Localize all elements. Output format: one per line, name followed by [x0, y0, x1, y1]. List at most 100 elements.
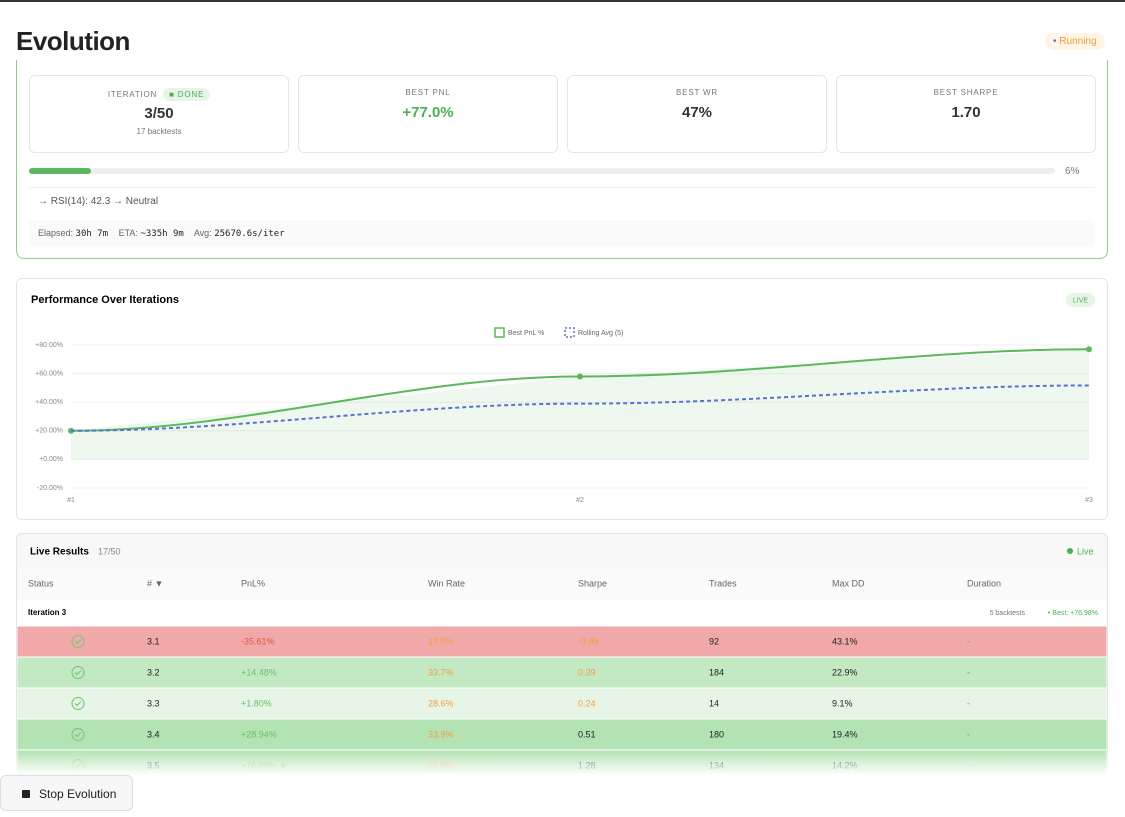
cell-win-rate: 28.6% [428, 698, 454, 708]
result-row [17, 625, 1107, 658]
cell-pnl: +1.80% [241, 698, 272, 708]
status-icon [71, 665, 85, 680]
cell-trades: 14 [709, 698, 719, 708]
live-label: Live [1077, 546, 1094, 556]
cell-win-rate: 33.9% [428, 729, 454, 739]
y-tick-label: +60.00% [35, 370, 63, 377]
cell-trades: 184 [709, 667, 724, 677]
stop-button[interactable]: Stop Evolution [0, 775, 133, 811]
status-icon [71, 696, 85, 711]
column-header: # ▼ [147, 578, 163, 588]
cell-id: 3.4 [147, 729, 160, 739]
cell-sharpe: 0.39 [578, 667, 596, 677]
y-tick-label: -20.00% [37, 485, 63, 492]
avg-label: Avg: [193, 228, 212, 238]
cell-win-rate: 33.7% [428, 667, 454, 677]
column-header: Sharpe [578, 578, 607, 588]
column-header: Duration [967, 578, 1001, 588]
progress-label: 6% [1065, 166, 1080, 177]
table-title: Live Results [30, 547, 89, 558]
stop-button-label: Stop Evolution [39, 787, 117, 801]
legend-swatch [564, 327, 575, 338]
cell-max-dd: 19.4% [832, 729, 858, 739]
cell-id: 3.1 [147, 636, 160, 646]
stat-value: 47% [681, 104, 713, 121]
stat-sub: 17 backtests [136, 127, 182, 136]
stat-label: ITERATION ■ DONE [30, 88, 288, 101]
column-header: Trades [709, 578, 737, 588]
results-table: Live Results 17/50 Live Status # ▼ PnL% Win Ra… [17, 546, 1107, 774]
cell-win-rate: 19.0% [428, 636, 454, 646]
stat-label-text: ITERATION [107, 90, 158, 99]
live-dot [1067, 548, 1073, 554]
result-row [17, 656, 1107, 689]
log-line: → RSI(14): 42.3 → Neutral [29, 187, 1095, 215]
cell-trades: 180 [709, 729, 724, 739]
cell-duration: - [967, 698, 970, 708]
stat-card: ITERATION ■ DONE 3/50 17 backtests [29, 75, 289, 153]
status-check [74, 701, 82, 707]
results-panel: Live Results 17/50 Live Status # ▼ PnL% Win Ra… [16, 533, 1108, 775]
stat-label: BEST PNL [405, 88, 451, 97]
x-tick-label: #3 [1085, 497, 1093, 504]
live-badge [1066, 293, 1095, 307]
cell-max-dd: 43.1% [832, 636, 858, 646]
cell-pnl: +14.48% [241, 667, 277, 677]
y-tick-label: +20.00% [35, 428, 63, 435]
series-line [70, 384, 1090, 432]
group-backtests: 5 backtests [990, 610, 1026, 617]
status-check [74, 670, 82, 676]
stat-card: BEST PNL +77.0% [298, 75, 558, 153]
done-badge: ■ DONE [163, 88, 211, 101]
result-row [17, 718, 1107, 751]
group-label: Iteration 3 [28, 608, 67, 617]
stat-value: 1.70 [951, 104, 981, 121]
status-text: Running [1059, 36, 1097, 47]
timing-row: Elapsed: 30h 7m ETA: ~335h 9m Avg: 25670… [29, 220, 1095, 247]
stat-card: BEST WR 47% [567, 75, 827, 153]
stat-label: BEST WR [676, 88, 718, 97]
cell-duration: - [967, 667, 970, 677]
status-icon [71, 727, 85, 742]
cell-max-dd: 22.9% [832, 667, 858, 677]
cell-duration: - [967, 636, 970, 646]
page-title: Evolution [16, 26, 130, 56]
group-row [17, 600, 1107, 626]
scroll-fade [16, 747, 1108, 775]
cell-sharpe: -0.89 [578, 636, 599, 646]
cell-id: 3.2 [147, 667, 160, 677]
done-text: DONE [177, 90, 205, 99]
result-row [17, 687, 1107, 720]
eta: ~335h 9m [140, 229, 184, 239]
x-tick-label: #1 [67, 497, 75, 504]
elapsed: 30h 7m [75, 229, 109, 239]
y-tick-label: +80.00% [35, 342, 63, 349]
cell-sharpe: 0.51 [578, 729, 596, 739]
status-badge: • Running [1045, 33, 1105, 50]
point [577, 373, 583, 380]
chart: Performance Over Iterations LIVE -20.00% +0… [31, 293, 1095, 504]
cell-max-dd: 9.1% [832, 698, 853, 708]
header-row [17, 569, 1107, 600]
live-text: LIVE [1073, 297, 1089, 304]
table-count: 17/50 [98, 546, 121, 556]
legend-swatch [494, 327, 505, 338]
column-header: Win Rate [428, 578, 465, 588]
eta-label: ETA: [118, 228, 138, 238]
elapsed-label: Elapsed: [38, 228, 74, 238]
y-tick-label: +40.00% [35, 399, 63, 406]
status-icon [71, 634, 85, 649]
progress-fill [29, 168, 91, 174]
stat-card: BEST SHARPE 1.70 [836, 75, 1096, 153]
point [1086, 346, 1092, 353]
column-header: Max DD [832, 578, 865, 588]
status-check [74, 639, 82, 645]
stat-value: 3/50 [144, 105, 174, 122]
area-fill [71, 349, 1089, 460]
chart-title: Performance Over Iterations [31, 294, 179, 306]
status-check [74, 732, 82, 738]
group-best: • Best: +76.98% [1048, 610, 1098, 617]
cell-pnl: +28.94% [241, 729, 277, 739]
progress-track [29, 168, 1055, 174]
